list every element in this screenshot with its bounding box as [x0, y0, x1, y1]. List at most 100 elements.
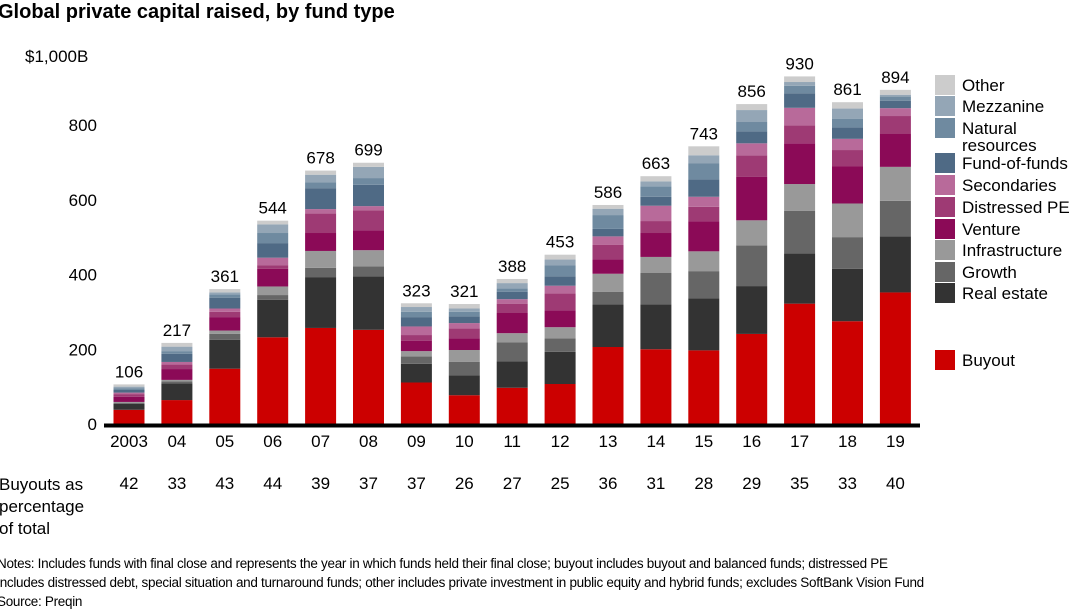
bar-segment-growth — [496, 342, 528, 362]
bar-segment-real-estate — [257, 299, 289, 338]
y-tick-label: 200 — [69, 340, 97, 359]
total-label: 321 — [450, 282, 478, 301]
bar-segment-natural-resources — [400, 311, 432, 318]
bar-segment-infrastructure — [113, 401, 145, 403]
bar-segment-natural-resources — [592, 215, 624, 229]
bar-segment-venture — [305, 233, 337, 251]
bar-segment-fund-of-funds — [305, 188, 337, 210]
bar-segment-natural-resources — [879, 96, 911, 101]
bar-segment-real-estate — [448, 375, 480, 396]
bar-segment-venture — [544, 310, 576, 328]
bar-segment-buyout — [305, 327, 337, 424]
bar-segment-real-estate — [353, 276, 384, 330]
bar-segment-secondaries — [879, 108, 911, 117]
x-tick-label: 04 — [167, 432, 186, 451]
bar-segment-infrastructure — [496, 333, 528, 343]
legend-swatch-natural-resources — [935, 118, 955, 138]
bar-segment-other — [257, 220, 289, 225]
bar-segment-mezzanine — [832, 108, 863, 119]
bar-segment-buyout — [448, 395, 480, 424]
footnotes: Notes: Includes funds with final close a… — [0, 554, 924, 611]
bar-segment-other — [784, 76, 816, 83]
bar-segment-other — [353, 162, 384, 167]
x-tick-label: 05 — [215, 432, 234, 451]
bar-segment-buyout — [640, 349, 672, 424]
total-label: 663 — [642, 154, 670, 173]
bar-segment-distressed-pe — [400, 335, 432, 341]
bar-segment-venture — [400, 340, 432, 352]
legend-label: Buyout — [962, 351, 1015, 370]
bar-segment-venture — [496, 312, 528, 334]
chart-title: Global private capital raised, by fund t… — [0, 1, 395, 23]
x-tick-label: 2003 — [110, 432, 148, 451]
bar-segment-growth — [305, 267, 337, 278]
legend-swatch-real-estate — [935, 283, 955, 303]
buyout-share-value: 33 — [838, 474, 857, 493]
bar-segment-infrastructure — [161, 379, 193, 382]
bar-segment-mezzanine — [113, 386, 145, 389]
legend-swatch-fund-of-funds — [935, 153, 955, 173]
buyout-share-value: 37 — [407, 474, 426, 493]
buyout-share-value: 37 — [359, 474, 378, 493]
bar-segment-fund-of-funds — [832, 127, 863, 139]
bar-segment-venture — [592, 259, 624, 274]
total-label: 894 — [881, 68, 909, 87]
bar-segment-natural-resources — [736, 122, 768, 132]
bar-segment-other — [640, 176, 672, 182]
bar-segment-other — [879, 89, 911, 95]
total-label: 743 — [690, 124, 718, 143]
bar-segment-mezzanine — [736, 110, 768, 123]
bar-segment-distressed-pe — [496, 303, 528, 313]
bar-segment-growth — [688, 271, 720, 299]
bar-segment-real-estate — [640, 304, 672, 350]
bar-segment-buyout — [113, 409, 145, 424]
bar-segment-mezzanine — [448, 308, 480, 312]
bar-segment-infrastructure — [305, 250, 337, 268]
bar-segment-infrastructure — [879, 166, 911, 201]
bar-segment-buyout — [257, 337, 289, 424]
bar-segment-venture — [832, 166, 863, 204]
bar-segment-infrastructure — [209, 330, 241, 334]
legend-swatch-other — [935, 75, 955, 95]
bar-segment-fund-of-funds — [161, 353, 193, 362]
legend-label: Fund-of-funds — [962, 154, 1068, 173]
legend-label: Infrastructure — [962, 241, 1062, 260]
bar-segment-real-estate — [832, 268, 863, 322]
bar-segment-distressed-pe — [113, 394, 145, 397]
bar-segment-other — [305, 170, 337, 175]
buyout-share-value: 42 — [120, 474, 139, 493]
bar-segment-other — [400, 303, 432, 308]
bar-segment-venture — [784, 143, 816, 185]
bar-segment-growth — [592, 291, 624, 305]
bar-segment-other — [113, 384, 145, 387]
bar-segment-other — [688, 146, 720, 156]
legend-swatch-buyout — [935, 350, 955, 370]
bar-segment-secondaries — [353, 206, 384, 211]
buyout-share-value: 31 — [646, 474, 665, 493]
bar-segment-natural-resources — [161, 351, 193, 354]
bar-segment-buyout — [832, 321, 863, 424]
bar-segment-natural-resources — [832, 118, 863, 128]
legend-swatch-infrastructure — [935, 240, 955, 260]
legend-label: Mezzanine — [962, 97, 1044, 116]
bar-segment-fund-of-funds — [257, 243, 289, 258]
bar-segment-growth — [161, 381, 193, 384]
bar-segment-mezzanine — [400, 307, 432, 312]
bar-segment-infrastructure — [257, 286, 289, 296]
bar-segment-buyout — [209, 368, 241, 424]
bar-segment-buyout — [544, 384, 576, 424]
bar-segment-real-estate — [209, 339, 241, 369]
bar-segment-distressed-pe — [544, 293, 576, 311]
legend-label: Real estate — [962, 284, 1048, 303]
total-label: 217 — [163, 321, 191, 340]
legend-label: Venture — [962, 220, 1021, 239]
x-tick-label: 09 — [407, 432, 426, 451]
bar-segment-other — [496, 278, 528, 284]
bar-segment-mezzanine — [592, 208, 624, 216]
bar-segment-growth — [736, 245, 768, 287]
bar-segment-growth — [832, 237, 863, 269]
bar-segment-venture — [688, 221, 720, 252]
bar-segment-secondaries — [113, 392, 145, 395]
bar-segment-infrastructure — [832, 203, 863, 238]
